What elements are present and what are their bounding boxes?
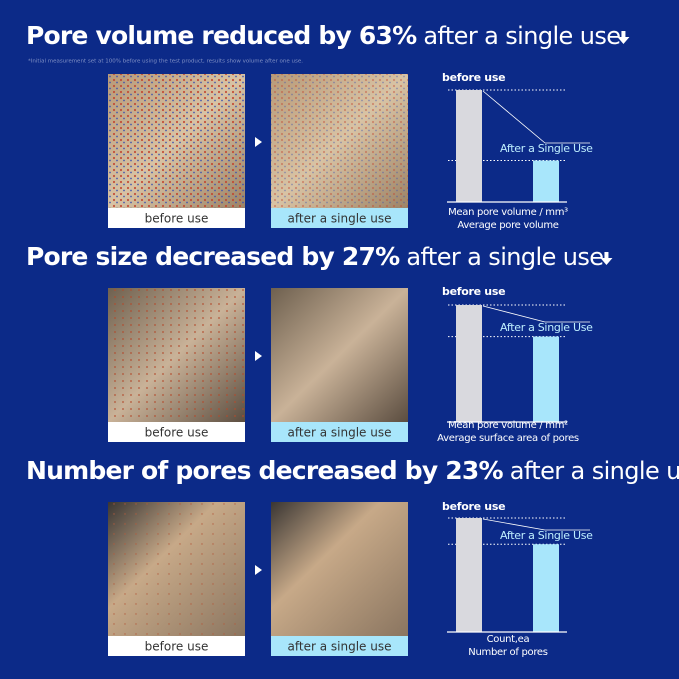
legend-before: before use — [442, 285, 505, 298]
image-label-box — [108, 208, 245, 228]
bar — [533, 544, 559, 632]
pore-overlay — [108, 288, 245, 422]
image-label: after a single use — [288, 212, 392, 226]
skin-image — [271, 502, 408, 636]
bar — [456, 90, 482, 202]
title-light: after a single use — [510, 457, 679, 485]
title-bold: Number of pores decreased by 23% — [26, 456, 503, 485]
legend-after: After a Single Use — [500, 142, 593, 155]
down-arrow — [600, 252, 613, 265]
legend-before: before use — [442, 500, 505, 513]
bar — [456, 518, 482, 632]
legend-before: before use — [442, 71, 505, 84]
title-bold: Pore size decreased by 27% — [26, 242, 400, 271]
section-title: Pore size decreased by 27% after a single… — [26, 242, 603, 271]
chart-caption: Mean pore volume / mm² — [448, 420, 568, 431]
image-label: before use — [145, 640, 209, 654]
image-label: after a single use — [288, 640, 392, 654]
bar — [456, 305, 482, 422]
legend-after: After a Single Use — [500, 529, 593, 542]
bar — [533, 160, 559, 202]
title-light: after a single use — [406, 243, 603, 271]
down-arrow — [617, 31, 630, 44]
bar — [533, 336, 559, 422]
chart-caption: Count,ea — [487, 634, 530, 645]
connector — [482, 90, 546, 144]
chart-caption: Average surface area of pores — [437, 433, 579, 444]
next-arrow — [255, 565, 262, 575]
image-label-box — [271, 422, 408, 442]
image-label: before use — [145, 212, 209, 226]
image-label: after a single use — [288, 426, 392, 440]
legend-after: After a Single Use — [500, 321, 593, 334]
pore-overlay — [271, 74, 408, 208]
image-label: before use — [145, 426, 209, 440]
chart-caption: Number of pores — [468, 647, 547, 658]
image-label-box — [271, 208, 408, 228]
title-bold: Pore volume reduced by 63% — [26, 21, 417, 50]
footnote: *Initial measurement set at 100% before … — [28, 59, 303, 65]
skin-image — [271, 288, 408, 422]
connector — [482, 518, 546, 531]
pore-overlay — [108, 502, 245, 636]
image-label-box — [108, 636, 245, 656]
next-arrow — [255, 351, 262, 361]
section-title: Pore volume reduced by 63% after a single… — [26, 21, 620, 50]
chart-caption: Mean pore volume / mm³ — [448, 207, 568, 218]
pore-overlay — [108, 74, 245, 208]
section-title: Number of pores decreased by 23% after a … — [26, 456, 679, 485]
image-label-box — [108, 422, 245, 442]
next-arrow — [255, 137, 262, 147]
image-label-box — [271, 636, 408, 656]
connector — [482, 305, 546, 323]
chart-caption: Average pore volume — [457, 220, 558, 231]
title-light: after a single use — [423, 22, 620, 50]
